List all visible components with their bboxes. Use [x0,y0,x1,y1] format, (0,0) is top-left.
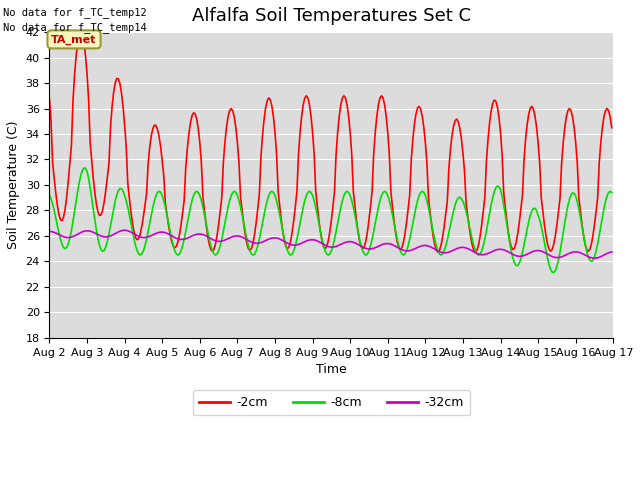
-8cm [608,190,616,195]
-32cm [578,251,586,256]
-32cm [215,239,223,244]
-2cm [293,189,301,194]
-32cm [45,228,53,234]
Text: TA_met: TA_met [51,34,97,45]
-8cm [550,270,557,276]
-32cm [608,249,616,255]
-8cm [215,248,223,253]
-2cm [434,249,442,255]
-8cm [234,192,241,198]
-2cm [234,140,241,145]
-2cm [608,125,616,131]
-2cm [243,240,251,246]
-32cm [591,255,598,261]
-8cm [116,186,124,192]
-8cm [293,236,301,242]
Legend: -2cm, -8cm, -32cm: -2cm, -8cm, -32cm [193,390,470,416]
-2cm [45,96,53,102]
-8cm [243,236,251,242]
Line: -2cm: -2cm [49,32,612,252]
-8cm [45,192,53,198]
Y-axis label: Soil Temperature (C): Soil Temperature (C) [7,120,20,249]
-32cm [121,228,129,233]
Text: No data for f_TC_temp12: No data for f_TC_temp12 [3,7,147,18]
-32cm [243,237,251,242]
-32cm [115,229,122,235]
-2cm [580,233,588,239]
-2cm [215,222,223,228]
-8cm [80,165,88,171]
-2cm [116,81,124,86]
Line: -8cm: -8cm [49,168,612,273]
Title: Alfalfa Soil Temperatures Set C: Alfalfa Soil Temperatures Set C [192,7,471,25]
-8cm [580,233,588,239]
X-axis label: Time: Time [316,363,347,376]
-2cm [77,29,84,35]
-32cm [293,242,301,248]
Text: No data for f_TC_temp14: No data for f_TC_temp14 [3,22,147,33]
-32cm [234,233,241,239]
Line: -32cm: -32cm [49,230,612,258]
